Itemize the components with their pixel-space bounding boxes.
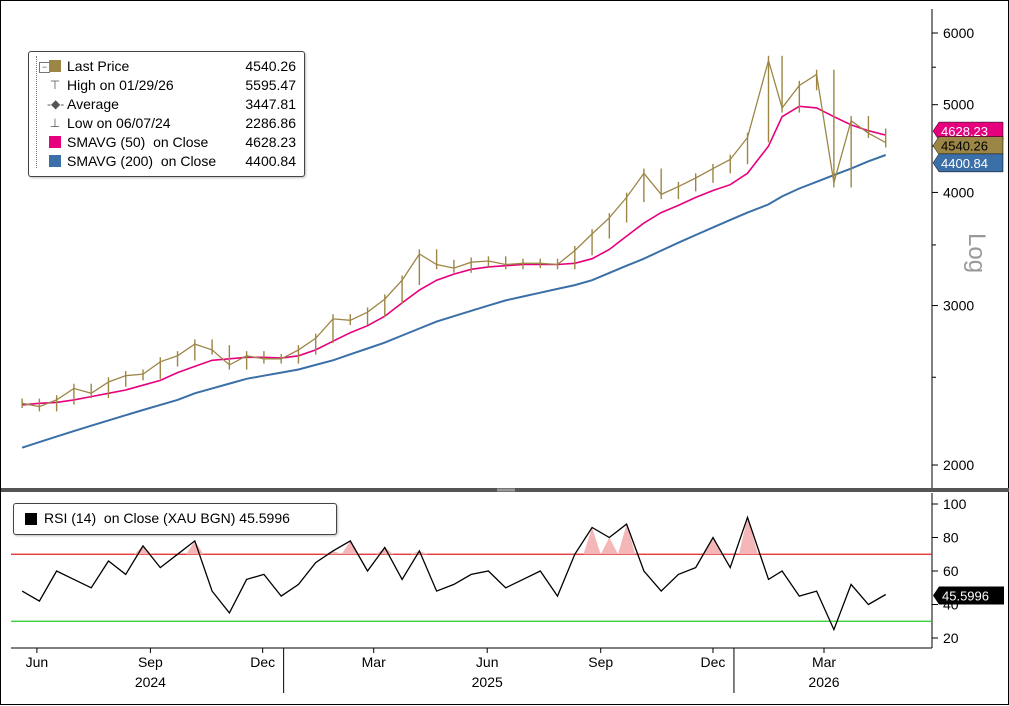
legend-value: 4400.84: [245, 153, 296, 169]
legend-value: 4540.26: [245, 58, 296, 74]
y-tick-label: 2000: [943, 457, 974, 473]
price-legend[interactable]: − Last Price 4540.26 ⊤ High on 01/29/26 …: [28, 51, 305, 177]
overbought-fill: [738, 517, 759, 555]
last-price-swatch: [49, 60, 61, 72]
legend-row-high[interactable]: ⊤ High on 01/29/26 5595.47: [29, 76, 304, 94]
x-tick-label: Sep: [138, 654, 163, 670]
legend-label: High on 01/29/26: [67, 77, 174, 93]
overbought-fill: [186, 540, 204, 555]
rsi-end-tag: [933, 586, 1004, 605]
rsi-y-tick-label: 60: [943, 563, 959, 579]
price-end-tag-label: 4400.84: [941, 156, 988, 171]
x-tick-label: Dec: [250, 654, 275, 670]
overbought-fill: [617, 524, 636, 555]
y-tick-label: 3000: [943, 298, 974, 314]
y-tick-label: 4000: [943, 184, 974, 200]
rsi-y-tick-label: 80: [943, 530, 959, 546]
rsi-legend-label: RSI (14) on Close (XAU BGN) 45.5996: [44, 510, 290, 526]
legend-value: 4628.23: [245, 134, 296, 150]
price-end-tag: [932, 136, 1004, 155]
legend-label: SMAVG (50) on Close: [67, 134, 209, 150]
legend-row-sma50[interactable]: SMAVG (50) on Close 4628.23: [29, 133, 304, 151]
legend-label: Average: [67, 96, 119, 112]
average-marker-icon: -◆-: [47, 97, 65, 111]
x-year-label: 2025: [472, 674, 503, 690]
x-axis: Jun Sep Dec Mar Jun Sep Dec Mar 2024 2025 2026: [11, 647, 932, 693]
low-marker-icon: ⊥: [49, 116, 61, 130]
legend-row-sma200[interactable]: SMAVG (200) on Close 4400.84: [29, 152, 304, 170]
rsi-value-text: 45.5996: [239, 510, 290, 526]
price-panel: 60005000400030002000Log4628.234540.26440…: [21, 9, 1004, 488]
y-tick-label: 6000: [943, 25, 974, 41]
x-tick-label: Sep: [588, 654, 613, 670]
price-end-tag: [932, 153, 1004, 173]
sma200-swatch: [49, 155, 61, 167]
y-tick-label: 5000: [943, 97, 974, 113]
x-tick-label: Mar: [362, 654, 386, 670]
sma50-swatch: [49, 136, 61, 148]
legend-value: 3447.81: [245, 96, 296, 112]
legend-label: Low on 06/07/24: [67, 115, 171, 131]
rsi-y-tick-label: 100: [943, 496, 967, 512]
x-tick-label: Mar: [812, 654, 836, 670]
sma50-line: [22, 105, 886, 406]
overbought-fill: [583, 527, 601, 555]
legend-row-average[interactable]: -◆- Average 3447.81: [29, 95, 304, 113]
overbought-fill: [600, 537, 618, 555]
legend-row-last-price[interactable]: Last Price 4540.26: [29, 57, 304, 75]
legend-label: SMAVG (200) on Close: [67, 153, 217, 169]
log-scale-label: Log: [963, 233, 990, 273]
x-year-label: 2026: [808, 674, 839, 690]
panel-resize-handle: [497, 488, 515, 492]
overbought-fill: [341, 540, 359, 555]
overbought-fill: [704, 537, 722, 555]
legend-label: Last Price: [67, 58, 130, 74]
rsi-end-tag-label: 45.5996: [942, 588, 989, 603]
legend-row-low[interactable]: ⊥ Low on 06/07/24 2286.86: [29, 114, 304, 132]
price-end-tag-label: 4540.26: [941, 139, 988, 154]
rsi-line: [21, 515, 887, 632]
x-year-label: 2024: [135, 674, 166, 690]
price-end-tag-label: 4628.23: [941, 124, 988, 139]
price-line: [21, 58, 887, 408]
rsi-label-text: RSI (14) on Close (XAU BGN): [44, 510, 236, 526]
high-marker-icon: ⊤: [49, 78, 61, 92]
legend-value: 5595.47: [245, 77, 296, 93]
x-tick-label: Dec: [701, 654, 726, 670]
legend-value: 2286.86: [245, 115, 296, 131]
rsi-legend[interactable]: RSI (14) on Close (XAU BGN) 45.5996: [13, 503, 337, 535]
x-tick-label: Jun: [26, 654, 49, 670]
sma200-line: [21, 154, 887, 449]
rsi-y-tick-label: 20: [943, 630, 959, 646]
overbought-fill: [410, 550, 428, 555]
rsi-swatch: [25, 513, 37, 525]
x-tick-label: Jun: [476, 654, 499, 670]
